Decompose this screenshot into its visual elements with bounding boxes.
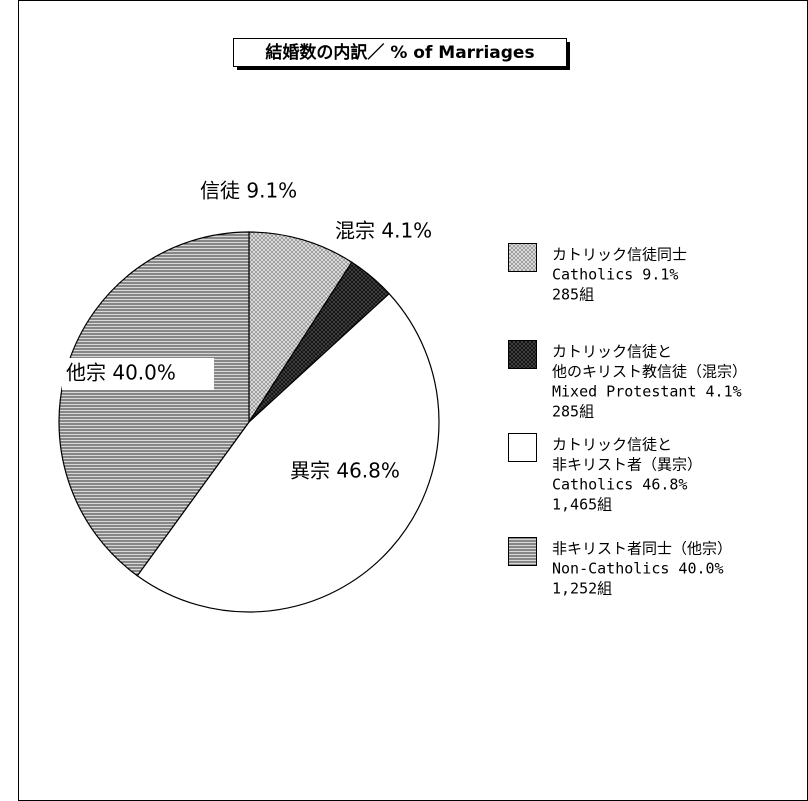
chart-title: 結婚数の内訳／ % of Marriages: [265, 42, 534, 63]
legend-text: 285組: [552, 403, 594, 421]
legend-text: 285組: [552, 286, 594, 304]
legend-swatch: [508, 243, 537, 272]
legend-text: 非キリスト者同士（他宗）: [552, 540, 732, 558]
legend-text: 1,465組: [552, 496, 612, 514]
legend-text: カトリック信徒同士: [552, 246, 687, 264]
slice-label: 信徒 9.1%: [200, 179, 297, 203]
pie-slice: [136, 292, 440, 613]
legend-swatch: [508, 537, 537, 566]
legend-text: カトリック信徒と: [552, 343, 672, 361]
legend-text: Non-Catholics 40.0%: [552, 560, 724, 578]
legend-swatch: [508, 340, 537, 369]
legend-text: カトリック信徒と: [552, 436, 672, 454]
legend-text: Catholics 9.1%: [552, 266, 678, 284]
legend-text: 非キリスト者（異宗）: [552, 456, 702, 474]
legend-text: Catholics 46.8%: [552, 476, 687, 494]
legend-text: Mixed Protestant 4.1%: [552, 383, 742, 401]
slice-label: 他宗 40.0%: [66, 361, 176, 385]
label-box: [62, 358, 214, 390]
pie-slice: [248, 231, 353, 425]
title-box: [233, 38, 567, 67]
legend-text: 1,252組: [552, 580, 612, 598]
legend-text: 他のキリスト教信徒（混宗）: [552, 363, 747, 381]
legend-swatch: [508, 433, 537, 462]
slice-label: 異宗 46.8%: [290, 459, 400, 483]
slice-label: 混宗 4.1%: [335, 219, 432, 243]
